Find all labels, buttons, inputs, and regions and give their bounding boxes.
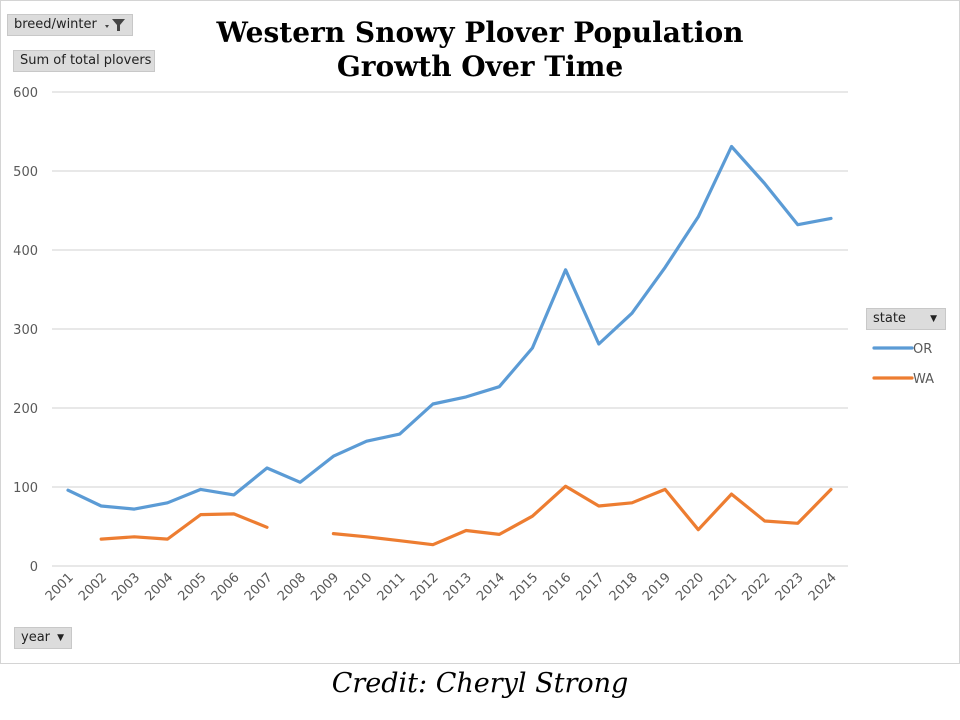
x-tick-label: 2001 xyxy=(43,570,77,604)
chart-title-line2: Growth Over Time xyxy=(336,50,624,83)
data-point-or xyxy=(398,432,401,435)
data-point-or xyxy=(66,489,69,492)
data-point-wa xyxy=(265,526,268,529)
data-point-or xyxy=(498,385,501,388)
x-tick-label: 2020 xyxy=(673,570,707,604)
y-tick-label: 100 xyxy=(13,481,38,496)
x-tick-label: 2013 xyxy=(441,570,475,604)
series-line-wa xyxy=(331,484,833,547)
data-point-or xyxy=(199,488,202,491)
x-tick-label: 2007 xyxy=(242,570,276,604)
x-tick-label: 2018 xyxy=(607,570,641,604)
data-point-or xyxy=(133,508,136,511)
data-point-wa xyxy=(697,528,700,531)
data-point-wa xyxy=(664,488,667,491)
data-point-wa xyxy=(365,535,368,538)
breed-filter-label: breed/winter xyxy=(14,17,97,32)
y-tick-label: 500 xyxy=(13,165,38,180)
data-point-wa xyxy=(464,529,467,532)
data-point-or xyxy=(166,501,169,504)
data-point-wa xyxy=(498,533,501,536)
series-line-or xyxy=(66,144,833,511)
data-point-wa xyxy=(597,504,600,507)
x-tick-label: 2019 xyxy=(640,570,674,604)
data-point-wa xyxy=(796,522,799,525)
year-filter-label: year xyxy=(21,630,51,645)
data-point-wa xyxy=(630,501,633,504)
y-tick-label: 200 xyxy=(13,402,38,417)
x-tick-label: 2014 xyxy=(474,570,508,604)
data-point-or xyxy=(697,215,700,218)
state-filter-button[interactable]: state ▼ xyxy=(866,308,946,330)
data-point-or xyxy=(730,145,733,148)
data-point-wa xyxy=(199,513,202,516)
series-line-wa xyxy=(99,512,269,541)
x-tick-label: 2006 xyxy=(209,570,243,604)
data-point-or xyxy=(664,266,667,269)
x-tick-label: 2010 xyxy=(341,570,375,604)
data-point-wa xyxy=(531,515,534,518)
data-point-or xyxy=(829,217,832,220)
x-tick-label: 2011 xyxy=(375,570,409,604)
year-filter-button[interactable]: year ▼ xyxy=(14,627,72,649)
x-tick-label: 2016 xyxy=(540,570,574,604)
data-point-or xyxy=(531,346,534,349)
x-tick-label: 2012 xyxy=(408,570,442,604)
state-filter-label: state xyxy=(873,311,906,326)
dropdown-arrow-icon: ▼ xyxy=(57,633,64,643)
data-point-or xyxy=(265,466,268,469)
data-point-or xyxy=(431,402,434,405)
data-point-or xyxy=(796,223,799,226)
x-tick-label: 2024 xyxy=(806,570,840,604)
data-point-wa xyxy=(166,538,169,541)
chart-frame xyxy=(0,0,960,664)
dropdown-arrow-icon: ▼ xyxy=(930,314,937,324)
y-tick-label: 600 xyxy=(13,86,38,101)
filter-icon xyxy=(104,18,126,39)
y-tick-label: 400 xyxy=(13,244,38,259)
data-point-or xyxy=(299,481,302,484)
data-point-or xyxy=(332,455,335,458)
y-tick-label: 300 xyxy=(13,323,38,338)
x-tick-label: 2021 xyxy=(706,570,740,604)
x-tick-label: 2004 xyxy=(142,570,176,604)
data-point-or xyxy=(630,312,633,315)
chart-title-line1: Western Snowy Plover Population xyxy=(216,16,744,49)
data-point-or xyxy=(365,440,368,443)
x-tick-label: 2023 xyxy=(773,570,807,604)
data-point-wa xyxy=(398,539,401,542)
data-point-wa xyxy=(133,535,136,538)
x-tick-label: 2015 xyxy=(507,570,541,604)
values-field-button[interactable]: Sum of total plovers xyxy=(13,50,155,72)
data-point-wa xyxy=(232,512,235,515)
data-point-wa xyxy=(332,532,335,535)
x-tick-label: 2002 xyxy=(76,570,110,604)
x-tick-label: 2017 xyxy=(574,570,608,604)
x-tick-label: 2008 xyxy=(275,570,309,604)
data-point-wa xyxy=(431,543,434,546)
breed-winter-filter-button[interactable]: breed/winter xyxy=(7,14,133,36)
data-point-or xyxy=(232,493,235,496)
data-point-or xyxy=(763,182,766,185)
x-tick-label: 2005 xyxy=(176,570,210,604)
data-point-wa xyxy=(564,485,567,488)
credit-text: Credit: Cheryl Strong xyxy=(331,668,629,699)
data-point-or xyxy=(100,504,103,507)
values-field-label: Sum of total plovers xyxy=(20,53,152,68)
legend-label-wa: WA xyxy=(913,372,934,387)
x-tick-label: 2022 xyxy=(739,570,773,604)
data-point-wa xyxy=(730,493,733,496)
data-point-or xyxy=(597,342,600,345)
data-point-wa xyxy=(100,538,103,541)
legend-label-or: OR xyxy=(913,342,932,357)
data-point-wa xyxy=(763,519,766,522)
y-tick-label: 0 xyxy=(30,560,38,575)
data-point-wa xyxy=(829,488,832,491)
x-tick-label: 2003 xyxy=(109,570,143,604)
x-tick-label: 2009 xyxy=(308,570,342,604)
data-point-or xyxy=(464,395,467,398)
chart-title: Western Snowy Plover Population Growth O… xyxy=(180,16,780,84)
data-point-or xyxy=(564,268,567,271)
